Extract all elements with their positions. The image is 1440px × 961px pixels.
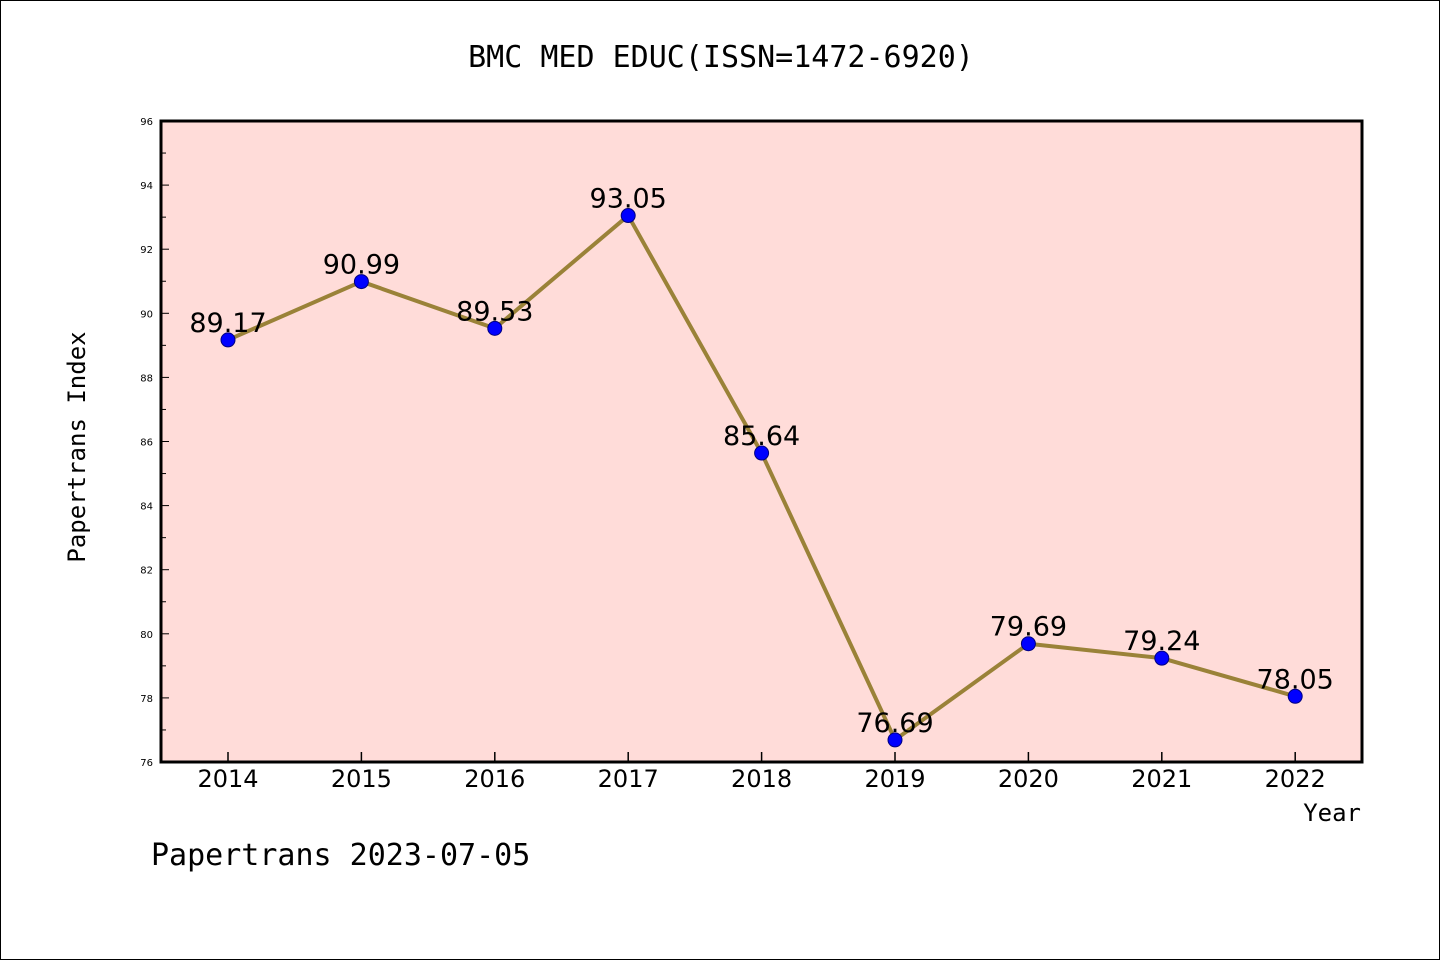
y-tick-label: 82 <box>140 566 153 577</box>
x-tick-label: 2016 <box>464 765 525 793</box>
y-tick-label: 94 <box>140 181 153 192</box>
data-label-2017: 93.05 <box>590 184 667 215</box>
footer-credit: Papertrans 2023-07-05 <box>151 838 530 873</box>
y-tick-label: 86 <box>140 438 153 449</box>
data-label-2021: 79.24 <box>1123 626 1200 657</box>
y-tick-label: 84 <box>140 502 153 513</box>
y-tick-label: 78 <box>140 694 153 705</box>
data-label-2019: 76.69 <box>856 708 933 739</box>
y-tick-label: 76 <box>140 758 153 769</box>
x-tick-label: 2018 <box>731 765 792 793</box>
y-tick-label: 90 <box>140 309 153 320</box>
data-label-2015: 90.99 <box>323 250 400 281</box>
y-tick-label: 88 <box>140 373 153 384</box>
x-tick-label: 2019 <box>864 765 925 793</box>
data-label-2016: 89.53 <box>456 296 533 327</box>
y-tick-label: 92 <box>140 245 153 256</box>
y-tick-label: 96 <box>140 117 153 128</box>
x-tick-label: 2021 <box>1131 765 1192 793</box>
y-axis-label: Papertrans Index <box>63 331 91 562</box>
data-label-2014: 89.17 <box>189 308 266 339</box>
data-label-2022: 78.05 <box>1257 664 1334 695</box>
y-tick-label: 80 <box>140 630 153 641</box>
x-tick-label: 2017 <box>598 765 659 793</box>
data-label-2018: 85.64 <box>723 421 800 452</box>
chart-title: BMC MED EDUC(ISSN=1472-6920) <box>468 40 974 75</box>
x-tick-label: 2015 <box>331 765 392 793</box>
x-axis-label: Year <box>1303 799 1361 827</box>
data-label-2020: 79.69 <box>990 612 1067 643</box>
x-tick-label: 2022 <box>1265 765 1326 793</box>
x-tick-label: 2020 <box>998 765 1059 793</box>
x-tick-label: 2014 <box>197 765 258 793</box>
